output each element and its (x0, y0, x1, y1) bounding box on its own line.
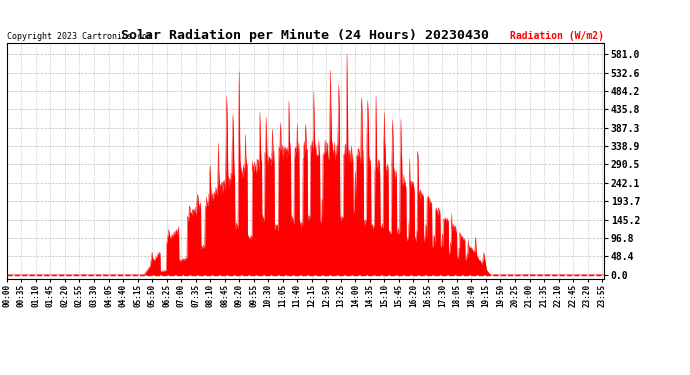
Text: Radiation (W/m2): Radiation (W/m2) (510, 31, 604, 41)
Title: Solar Radiation per Minute (24 Hours) 20230430: Solar Radiation per Minute (24 Hours) 20… (121, 29, 489, 42)
Text: Copyright 2023 Cartronics.com: Copyright 2023 Cartronics.com (7, 32, 152, 41)
